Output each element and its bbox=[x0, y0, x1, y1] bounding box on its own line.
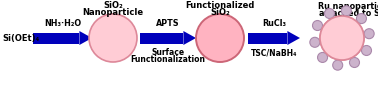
Polygon shape bbox=[33, 32, 79, 44]
Text: NH₃·H₂O: NH₃·H₂O bbox=[44, 19, 81, 28]
Text: Ru nanoparticles: Ru nanoparticles bbox=[318, 2, 378, 11]
Text: attached to SiO₂: attached to SiO₂ bbox=[319, 9, 378, 18]
Circle shape bbox=[356, 14, 366, 24]
Polygon shape bbox=[248, 32, 287, 44]
Circle shape bbox=[310, 37, 320, 47]
Circle shape bbox=[89, 14, 137, 62]
Text: SiO₂: SiO₂ bbox=[210, 8, 230, 17]
Polygon shape bbox=[79, 31, 92, 45]
Text: Surface: Surface bbox=[152, 48, 184, 57]
Polygon shape bbox=[140, 32, 183, 44]
Text: Functionalized: Functionalized bbox=[185, 1, 255, 10]
Text: Nanoparticle: Nanoparticle bbox=[82, 8, 144, 17]
Polygon shape bbox=[287, 31, 300, 45]
Circle shape bbox=[361, 45, 372, 56]
Text: TSC/NaBH₄: TSC/NaBH₄ bbox=[251, 48, 297, 57]
Circle shape bbox=[341, 6, 351, 16]
Text: SiO₂: SiO₂ bbox=[103, 1, 123, 10]
Circle shape bbox=[313, 20, 322, 31]
Circle shape bbox=[333, 60, 343, 70]
Text: RuCl₃: RuCl₃ bbox=[262, 19, 286, 28]
Circle shape bbox=[320, 16, 364, 60]
Circle shape bbox=[196, 14, 244, 62]
Text: Functionalization: Functionalization bbox=[130, 55, 206, 64]
Circle shape bbox=[364, 29, 374, 39]
Circle shape bbox=[318, 52, 328, 62]
Circle shape bbox=[325, 8, 335, 19]
Circle shape bbox=[320, 16, 364, 60]
Circle shape bbox=[350, 58, 359, 67]
Text: Si(OEt)₄: Si(OEt)₄ bbox=[2, 33, 39, 42]
Text: APTS: APTS bbox=[156, 19, 180, 28]
Polygon shape bbox=[183, 31, 196, 45]
